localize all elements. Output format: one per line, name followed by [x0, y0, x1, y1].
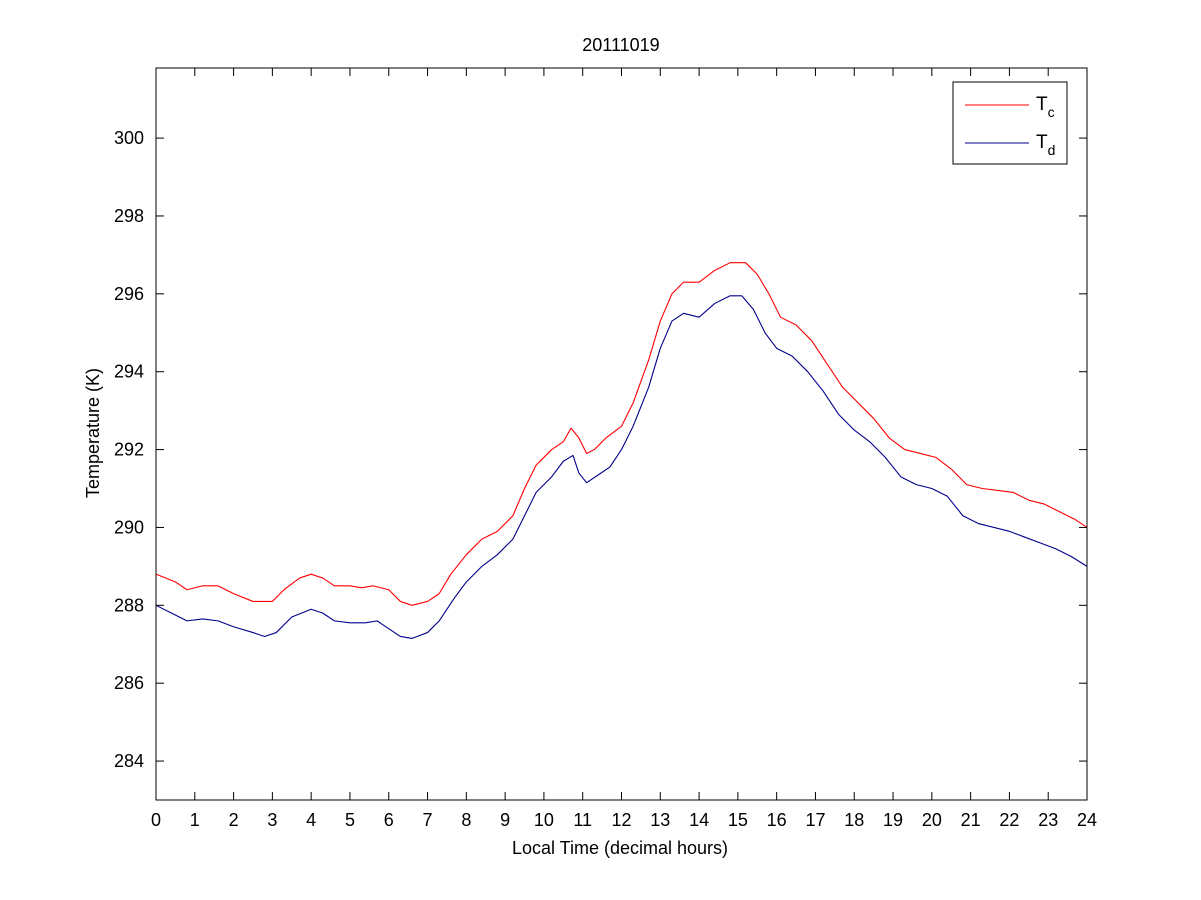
x-axis-ticks: 0 1 2 3 4 5 6 7 8 9 10 11 12 13 14 15 16 17 18 19 20 21 22 23 24	[151, 68, 1097, 830]
y-tick-label: 290	[114, 517, 144, 537]
y-tick-label: 284	[114, 751, 144, 771]
x-tick-label: 20	[922, 810, 942, 830]
legend-label-td-sub: d	[1048, 142, 1056, 158]
x-tick-label: 22	[999, 810, 1019, 830]
y-axis-ticks: 284 286 288 290 292 294 296 298 300	[114, 128, 1087, 771]
x-tick-label: 1	[190, 810, 200, 830]
x-tick-label: 11	[573, 810, 592, 830]
x-tick-label: 21	[961, 810, 981, 830]
legend: Tc Td	[952, 81, 1068, 165]
x-tick-label: 19	[883, 810, 903, 830]
x-tick-label: 2	[229, 810, 239, 830]
y-tick-label: 300	[114, 128, 144, 148]
x-tick-label: 7	[423, 810, 433, 830]
series-layer	[155, 262, 1088, 639]
x-tick-label: 24	[1077, 810, 1097, 830]
x-tick-label: 16	[767, 810, 787, 830]
series-line-t-c	[155, 262, 1088, 606]
x-tick-label: 9	[500, 810, 510, 830]
x-axis-label: Local Time (decimal hours)	[512, 838, 728, 858]
x-tick-label: 8	[461, 810, 471, 830]
y-tick-label: 286	[114, 673, 144, 693]
legend-label-tc: Tc	[1036, 94, 1055, 120]
x-tick-label: 14	[689, 810, 709, 830]
plot-area: 0 1 2 3 4 5 6 7 8 9 10 11 12 13 14 15 16 17 18 19 20 21 22 23 24…	[114, 67, 1097, 830]
x-tick-label: 15	[728, 810, 748, 830]
x-tick-label: 13	[650, 810, 670, 830]
legend-box	[952, 81, 1068, 165]
x-tick-label: 10	[534, 810, 554, 830]
legend-label-tc-sub: c	[1048, 104, 1055, 120]
x-tick-label: 18	[844, 810, 864, 830]
x-tick-label: 5	[345, 810, 355, 830]
y-tick-label: 296	[114, 284, 144, 304]
chart-title: 20111019	[582, 35, 659, 55]
legend-label-td: Td	[1036, 132, 1055, 158]
y-tick-label: 298	[114, 206, 144, 226]
x-tick-label: 17	[805, 810, 825, 830]
x-tick-label: 4	[306, 810, 316, 830]
legend-label-tc-main: T	[1036, 94, 1048, 115]
x-tick-label: 0	[151, 810, 161, 830]
y-tick-label: 292	[114, 440, 144, 460]
x-tick-label: 6	[384, 810, 394, 830]
y-axis-label: Temperature (K)	[83, 368, 103, 498]
x-tick-label: 12	[611, 810, 631, 830]
series-line-t-d	[155, 295, 1088, 639]
x-tick-label: 3	[267, 810, 277, 830]
y-tick-label: 288	[114, 595, 144, 615]
x-tick-label: 23	[1038, 810, 1058, 830]
legend-label-td-main: T	[1036, 132, 1048, 153]
y-tick-label: 294	[114, 362, 144, 382]
axes-box	[155, 67, 1088, 801]
